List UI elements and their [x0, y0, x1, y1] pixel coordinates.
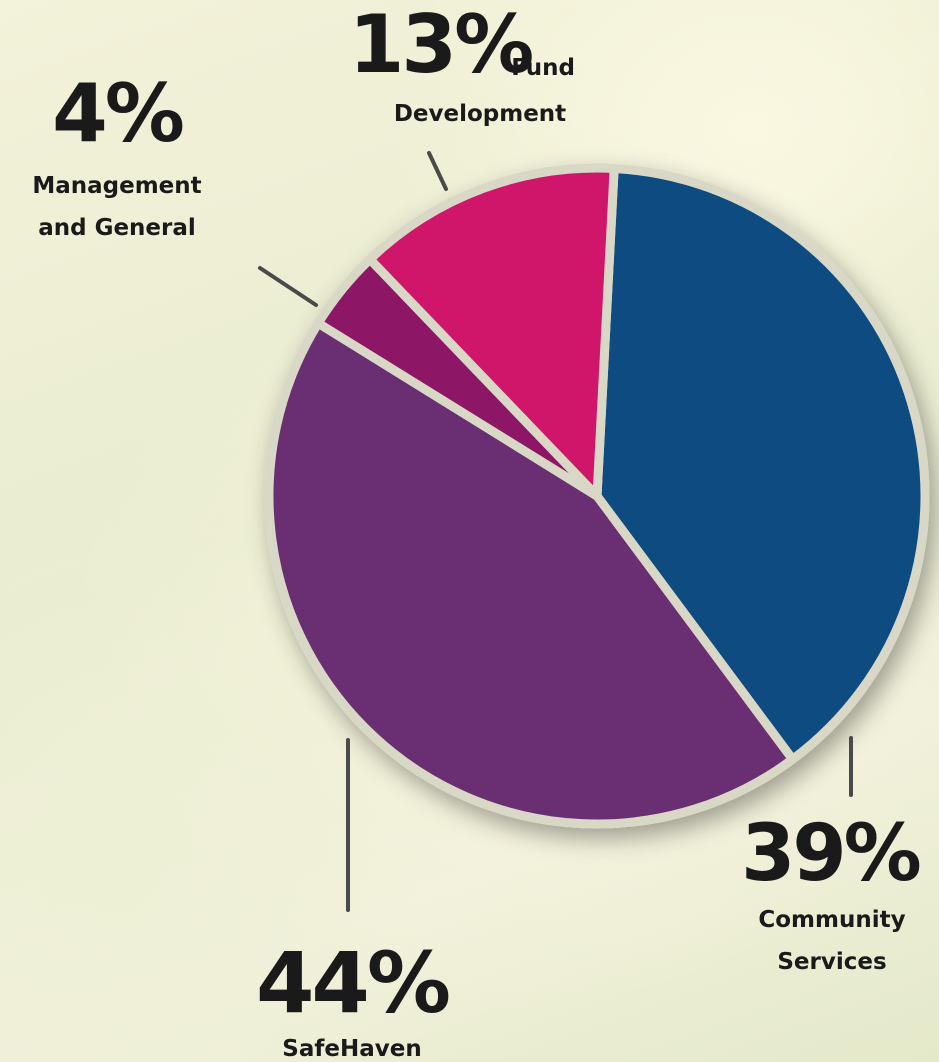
slice-category-label: and General — [38, 215, 196, 241]
pie-slice-safehaven — [264, 318, 798, 829]
slice-category-label: Community — [758, 907, 905, 933]
slice-percent-label: 4% — [52, 67, 183, 160]
slice-category-label: Fund — [511, 55, 575, 81]
slice-category-label: Management — [32, 173, 201, 199]
pie-slice-community-services — [592, 163, 930, 764]
slice-percent-label: 13% — [349, 0, 532, 91]
slice-category-label: Development — [394, 101, 566, 127]
leader-lines — [258, 151, 853, 912]
pie-slice-fund-development — [365, 163, 619, 501]
slice-category-label: Services — [777, 949, 886, 975]
leader-line — [258, 266, 318, 307]
slice-percent-label: 44% — [256, 934, 449, 1032]
pie-slices — [264, 163, 930, 829]
slice-category-label: SafeHaven — [282, 1036, 421, 1062]
leader-line — [427, 151, 448, 191]
slice-labels: 39% Community Services 44% SafeHaven 4% Manage… — [32, 0, 922, 1062]
slice-percent-label: 39% — [741, 809, 920, 899]
